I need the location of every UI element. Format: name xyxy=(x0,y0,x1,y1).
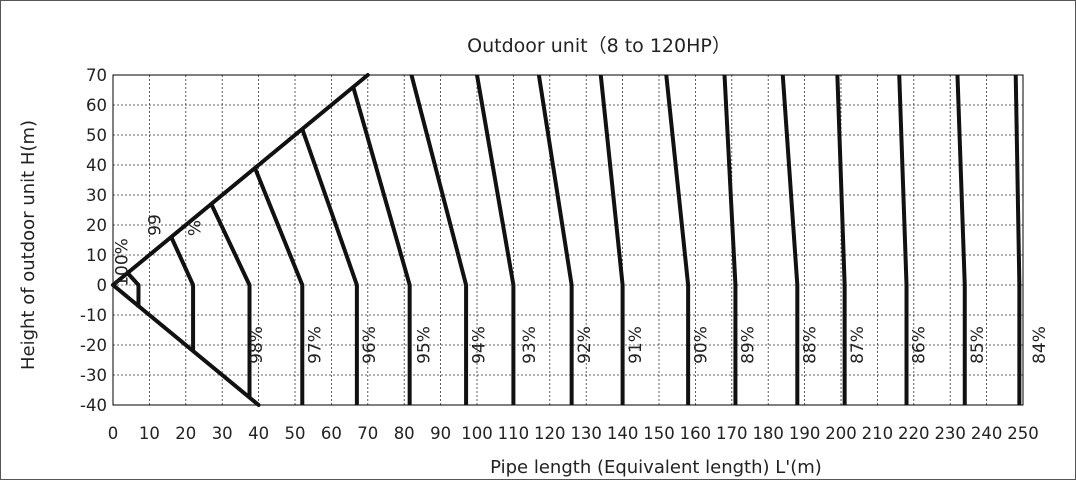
curve-label: 93% xyxy=(520,326,540,364)
curve-labels: 100% 99 % 98% 97% 96% 95% 94% 93% 92% 91% 90% 89% 88%… xyxy=(113,214,1050,364)
boundary-upper xyxy=(111,73,370,287)
series-line-91pct xyxy=(598,74,625,405)
y-tick-label: 0 xyxy=(97,276,108,295)
curve-label: 85% xyxy=(968,326,988,364)
curve-label: % xyxy=(185,220,205,236)
y-tick-label: 10 xyxy=(86,246,107,265)
curve-label: 92% xyxy=(575,326,595,364)
series-line-100pct xyxy=(126,271,141,308)
x-tick-label: 200 xyxy=(825,424,857,443)
x-tick-label: 230 xyxy=(934,424,966,443)
y-tick-label: 60 xyxy=(86,96,107,115)
y-axis-label: Height of outdoor unit H(m) xyxy=(18,120,39,370)
x-tick-label: 50 xyxy=(285,424,306,443)
x-tick-label: 210 xyxy=(862,424,894,443)
x-tick-label: 120 xyxy=(534,424,566,443)
y-tick-label: -10 xyxy=(80,306,107,325)
x-tick-label: 250 xyxy=(1007,424,1039,443)
grid xyxy=(113,75,1023,405)
series-line-90pct xyxy=(664,74,691,405)
series-group xyxy=(126,74,1022,405)
boundary-lines xyxy=(111,73,370,407)
x-tick-label: 40 xyxy=(248,424,269,443)
curve-label: 84% xyxy=(1030,326,1050,364)
series-line-88pct xyxy=(780,74,800,405)
series-line-98pct xyxy=(209,203,252,398)
y-tick-label: 50 xyxy=(86,126,107,145)
y-tick-labels: 70 60 50 40 30 20 10 0 -10 -20 -30 -40 xyxy=(80,66,107,415)
x-tick-label: 80 xyxy=(394,424,415,443)
x-axis-label: Pipe length (Equivalent length) L'(m) xyxy=(490,457,822,478)
series-line-92pct xyxy=(536,74,574,405)
y-tick-label: -20 xyxy=(80,336,107,355)
series-line-86pct xyxy=(897,74,909,405)
y-tick-label: -30 xyxy=(80,366,107,385)
x-tick-label: 140 xyxy=(607,424,639,443)
x-tick-label: 160 xyxy=(680,424,712,443)
y-tick-label: -40 xyxy=(80,396,107,415)
x-tick-label: 110 xyxy=(498,424,530,443)
series-line-87pct xyxy=(835,74,847,405)
x-tick-label: 60 xyxy=(321,424,342,443)
x-tick-label: 240 xyxy=(971,424,1003,443)
x-tick-label: 90 xyxy=(430,424,451,443)
y-tick-label: 20 xyxy=(86,216,107,235)
x-tick-label: 100 xyxy=(461,424,493,443)
curve-label: 91% xyxy=(626,326,646,364)
series-line-85pct xyxy=(955,74,967,405)
curve-label: 94% xyxy=(469,326,489,364)
x-tick-label: 130 xyxy=(570,424,602,443)
plot-border xyxy=(112,74,1024,406)
series-line-97pct xyxy=(253,167,305,405)
series-line-95pct xyxy=(351,86,412,405)
x-tick-label: 220 xyxy=(898,424,930,443)
chart-title: Outdoor unit（8 to 120HP） xyxy=(467,35,731,57)
curve-label: 99 xyxy=(145,214,165,236)
series-line-96pct xyxy=(300,128,359,405)
curve-label: 89% xyxy=(739,326,759,364)
x-tick-label: 0 xyxy=(108,424,119,443)
curve-label: 88% xyxy=(801,326,821,364)
x-tick-label: 20 xyxy=(175,424,196,443)
x-tick-label: 190 xyxy=(789,424,821,443)
x-tick-label: 70 xyxy=(357,424,378,443)
x-tick-label: 30 xyxy=(212,424,233,443)
x-tick-labels: 0 10 20 30 40 50 60 70 80 90 100 110 120 130 140 150 160… xyxy=(108,424,1039,443)
series-line-99pct xyxy=(169,236,196,351)
series-line-84pct xyxy=(1013,74,1022,405)
y-tick-label: 40 xyxy=(86,156,107,175)
curve-label: 96% xyxy=(360,326,380,364)
series-line-93pct xyxy=(475,74,516,405)
curve-label: 100% xyxy=(113,238,133,287)
x-tick-label: 10 xyxy=(139,424,160,443)
y-tick-label: 30 xyxy=(86,186,107,205)
x-tick-label: 150 xyxy=(643,424,675,443)
x-tick-label: 170 xyxy=(716,424,748,443)
series-line-94pct xyxy=(409,74,469,405)
curve-label: 90% xyxy=(691,326,711,364)
curve-label: 98% xyxy=(247,326,267,364)
curve-label: 86% xyxy=(910,326,930,364)
curve-label: 87% xyxy=(848,326,868,364)
series-line-89pct xyxy=(722,74,738,405)
x-tick-label: 180 xyxy=(752,424,784,443)
curve-label: 95% xyxy=(415,326,435,364)
y-tick-label: 70 xyxy=(86,66,107,85)
curve-label: 97% xyxy=(305,326,325,364)
